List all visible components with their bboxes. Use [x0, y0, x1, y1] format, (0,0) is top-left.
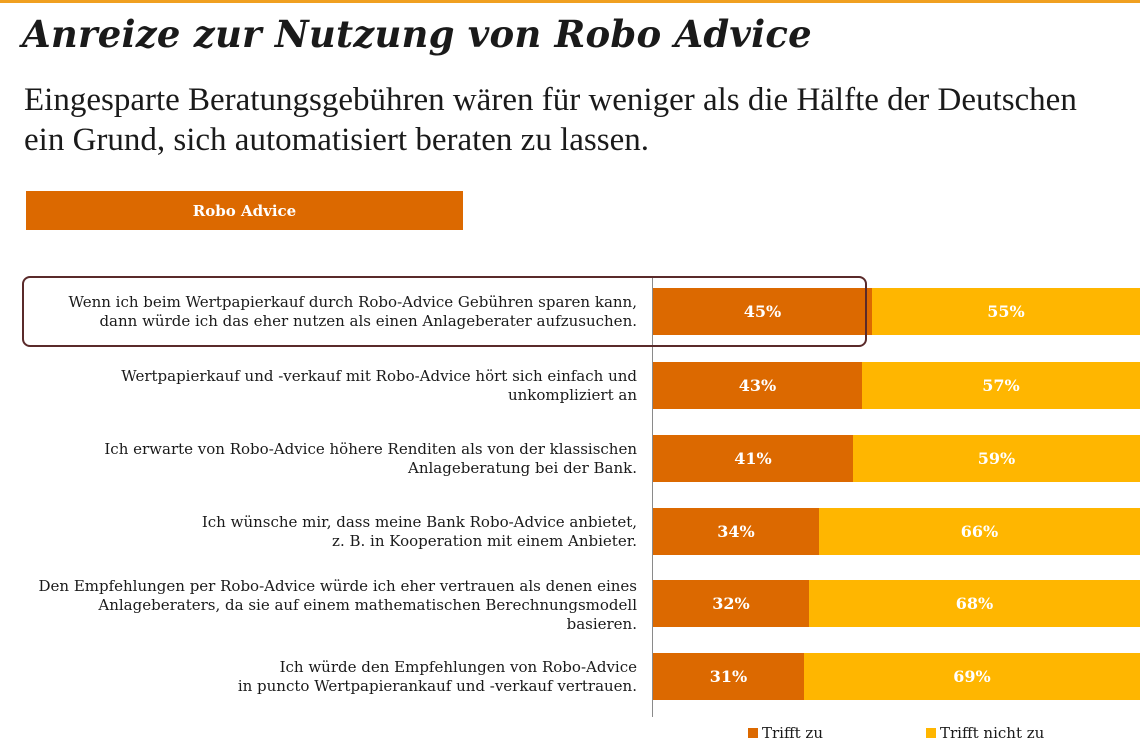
category-label-line: Ich wünsche mir, dass meine Bank Robo-Ad…: [201, 512, 637, 531]
category-label-line: Ich würde den Empfehlungen von Robo-Advi…: [279, 657, 637, 676]
category-label-line: Anlageberaters, da sie auf einem mathema…: [98, 595, 637, 614]
bar-segment-trifft-zu: 32%: [653, 580, 809, 627]
legend-item-trifft-zu: Trifft zu: [748, 724, 823, 742]
data-label: 69%: [953, 667, 991, 686]
data-label: 34%: [717, 522, 755, 541]
category-label: Wenn ich beim Wertpapierkauf durch Robo-…: [20, 278, 637, 345]
category-label: Wertpapierkauf und -verkauf mit Robo-Adv…: [20, 352, 637, 419]
bar-segment-trifft-nicht-zu: 68%: [809, 580, 1140, 627]
bar-segment-trifft-zu: 43%: [653, 362, 862, 409]
legend-item-trifft-nicht-zu: Trifft nicht zu: [926, 724, 1044, 742]
category-label-line: Wertpapierkauf und -verkauf mit Robo-Adv…: [121, 366, 637, 385]
category-label-line: in puncto Wertpapierankauf und -verkauf …: [237, 676, 637, 695]
data-label: 55%: [987, 302, 1025, 321]
legend-label-trifft-nicht-zu: Trifft nicht zu: [940, 724, 1045, 742]
bar-segment-trifft-nicht-zu: 69%: [804, 653, 1140, 700]
bar-segment-trifft-nicht-zu: 55%: [872, 288, 1140, 335]
category-label-line: basieren.: [566, 614, 637, 633]
page-subtitle: Eingesparte Beratungsgebühren wären für …: [24, 82, 1077, 158]
category-label-line: z. B. in Kooperation mit einem Anbieter.: [332, 531, 637, 550]
bar-segment-trifft-nicht-zu: 66%: [819, 508, 1140, 555]
data-label: 31%: [709, 667, 748, 686]
data-label: 43%: [738, 376, 777, 395]
data-label: 32%: [712, 594, 750, 613]
legend-swatch-trifft-nicht-zu: [926, 728, 936, 738]
bar-segment-trifft-zu: 31%: [653, 653, 804, 700]
category-label: Ich würde den Empfehlungen von Robo-Advi…: [20, 643, 637, 710]
page-title: Anreize zur Nutzung von Robo Advice: [22, 12, 812, 56]
category-label: Ich wünsche mir, dass meine Bank Robo-Ad…: [20, 498, 637, 565]
category-label-line: Wenn ich beim Wertpapierkauf durch Robo-…: [68, 292, 637, 311]
data-label: 41%: [734, 449, 772, 468]
data-label: 59%: [977, 449, 1016, 468]
legend-label-trifft-zu: Trifft zu: [762, 724, 823, 742]
data-label: 68%: [955, 594, 994, 613]
bar-segment-trifft-zu: 34%: [653, 508, 819, 555]
bar-segment-trifft-nicht-zu: 59%: [853, 435, 1140, 482]
top-accent-rule: [0, 0, 1140, 3]
bar-segment-trifft-zu: 45%: [653, 288, 872, 335]
legend-swatch-trifft-zu: [748, 728, 758, 738]
chart-axis-line: [652, 277, 653, 717]
category-label-line: Den Empfehlungen per Robo-Advice würde i…: [38, 576, 637, 595]
category-label: Den Empfehlungen per Robo-Advice würde i…: [20, 568, 637, 642]
category-label-line: Ich erwarte von Robo-Advice höhere Rendi…: [104, 439, 637, 458]
category-label-line: Anlageberatung bei der Bank.: [408, 458, 637, 477]
data-label: 45%: [743, 302, 782, 321]
section-label: Robo Advice: [192, 201, 297, 220]
bar-segment-trifft-nicht-zu: 57%: [862, 362, 1140, 409]
section-label-bar: Robo Advice: [26, 191, 463, 230]
category-label-line: dann würde ich das eher nutzen als einen…: [99, 311, 637, 330]
category-label-line: unkompliziert an: [507, 385, 637, 404]
bar-segment-trifft-zu: 41%: [653, 435, 853, 482]
data-label: 66%: [960, 522, 999, 541]
category-label: Ich erwarte von Robo-Advice höhere Rendi…: [20, 425, 637, 492]
data-label: 57%: [982, 376, 1020, 395]
